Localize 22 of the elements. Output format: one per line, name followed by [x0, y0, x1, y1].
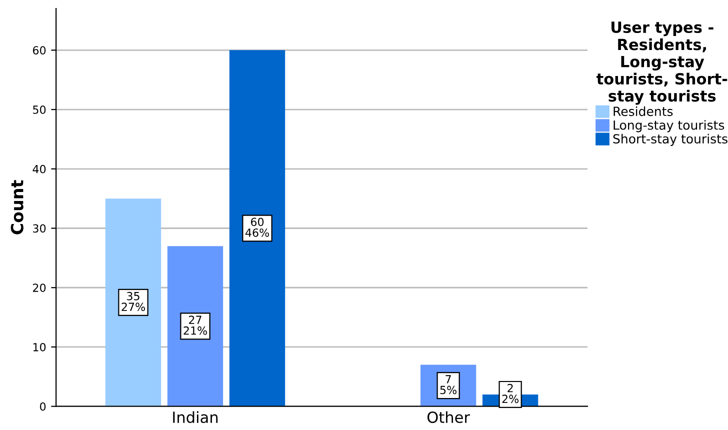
x-tick-label: Indian [173, 411, 218, 424]
x-tick-label: Other [427, 411, 470, 424]
y-axis-title: Count [10, 180, 24, 234]
bar [229, 50, 286, 406]
y-tick-label: 30 [33, 224, 46, 233]
legend-title: User types - Residents, Long-stay tourists, Short- stay tourists [596, 22, 728, 105]
data-label: 35 27% [122, 292, 145, 312]
bar [105, 198, 162, 406]
data-label: 2 2% [502, 384, 519, 404]
y-tick-label: 10 [33, 342, 46, 352]
legend-label: Residents [614, 106, 673, 116]
data-label: 27 21% [184, 316, 207, 335]
y-tick-label: 0 [40, 402, 46, 411]
bar [167, 246, 224, 406]
y-tick-label: 50 [33, 105, 46, 114]
legend-label: Long-stay tourists [614, 120, 724, 132]
data-label: 60 46% [245, 218, 269, 237]
data-label: 7 5% [440, 375, 457, 394]
y-tick-label: 40 [32, 164, 46, 174]
legend-label: Short-stay tourists [613, 134, 728, 146]
y-tick-label: 60 [32, 46, 46, 55]
y-tick-label: 20 [33, 284, 46, 292]
